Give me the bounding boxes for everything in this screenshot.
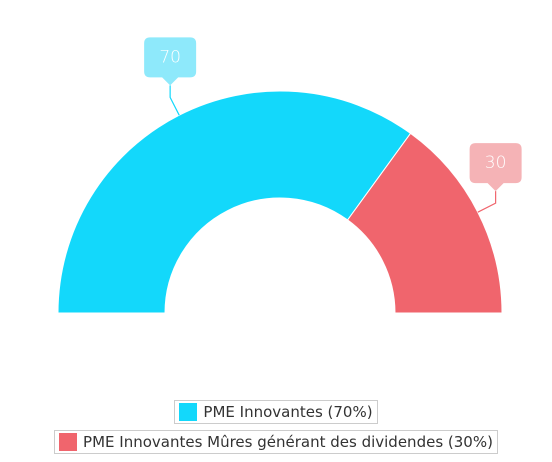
data-label: 70 [159,47,181,67]
legend-swatch [59,433,78,451]
label-box [144,37,197,86]
leader-line [169,85,180,116]
legend-item[interactable]: PME Innovantes Mûres générant des divide… [54,430,498,454]
legend-label: PME Innovantes (70%) [203,403,373,421]
legend-item[interactable]: PME Innovantes (70%) [174,400,378,424]
legend-label: PME Innovantes Mûres générant des divide… [83,433,493,451]
label-box [469,143,522,192]
slice [57,90,412,314]
legend-swatch [179,403,198,421]
leader-line [477,191,497,213]
data-label: 30 [485,153,507,173]
legend: PME Innovantes (70%) PME Innovantes Mûres… [0,400,552,454]
slice [346,132,503,314]
chart: 70 30 [57,37,522,314]
